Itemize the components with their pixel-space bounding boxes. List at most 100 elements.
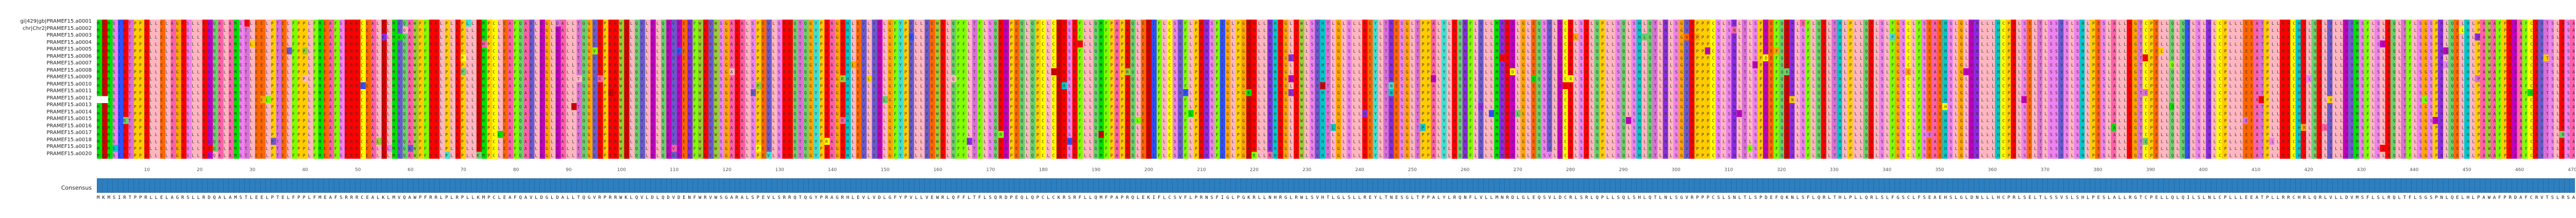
alignment-column bbox=[745, 20, 751, 159]
sequence-name[interactable]: PRAMEF15.a0005 bbox=[46, 46, 92, 52]
alignment-column bbox=[1330, 20, 1336, 159]
alignment-column bbox=[582, 20, 588, 159]
alignment-cell-variant bbox=[1288, 89, 1294, 96]
alignment-cell-variant bbox=[445, 152, 451, 159]
alignment-cell-variant bbox=[1905, 68, 1911, 75]
alignment-cell-variant bbox=[286, 47, 293, 55]
alignment-column bbox=[2047, 20, 2054, 159]
alignment-cell-variant bbox=[265, 96, 272, 103]
sequence-name[interactable]: chr|Chr2|PRAMEF15.a0002 bbox=[22, 25, 92, 31]
alignment-column bbox=[324, 20, 329, 159]
alignment-column bbox=[798, 20, 804, 159]
sequence-name[interactable]: PRAMEF15.a0015 bbox=[46, 116, 92, 122]
sequence-name[interactable]: gi|429|gb|PRAMEF15.a0001 bbox=[20, 19, 92, 24]
sequence-name[interactable]: PRAMEF15.a0019 bbox=[46, 144, 92, 149]
alignment-column bbox=[523, 20, 530, 159]
alignment-column bbox=[1821, 20, 1827, 159]
alignment-column bbox=[461, 20, 466, 159]
alignment-column bbox=[972, 20, 978, 159]
alignment-column bbox=[2475, 20, 2481, 159]
sequence-name[interactable]: PRAMEF15.a0003 bbox=[46, 32, 92, 38]
sequence-name[interactable]: PRAMEF15.a0010 bbox=[46, 81, 92, 87]
alignment-cell-variant bbox=[577, 75, 582, 82]
alignment-cell-variant bbox=[1388, 82, 1394, 89]
alignment-column bbox=[202, 20, 208, 159]
alignment-column bbox=[1457, 20, 1463, 159]
alignment-column bbox=[171, 20, 176, 159]
alignment-column bbox=[2316, 20, 2323, 159]
alignment-column bbox=[2496, 20, 2502, 159]
alignment-column bbox=[1198, 20, 1205, 159]
alignment-column bbox=[2111, 20, 2117, 159]
alignment-column bbox=[2453, 20, 2460, 159]
alignment-column bbox=[1394, 20, 1400, 159]
sequence-name[interactable]: PRAMEF15.a0020 bbox=[46, 150, 92, 157]
alignment-grid[interactable]: MKMSIRTPPRLLELAGRSLLRDQALAMSTLEELPTELFPP… bbox=[97, 20, 2575, 159]
ruler-tick-label: 50 bbox=[354, 167, 361, 173]
alignment-column bbox=[2416, 20, 2422, 159]
sequence-name[interactable]: PRAMEF15.a0008 bbox=[46, 67, 92, 73]
alignment-cell-variant bbox=[2380, 145, 2385, 152]
alignment-cell-variant bbox=[751, 89, 756, 96]
alignment-column bbox=[814, 20, 820, 159]
sequence-name[interactable]: PRAMEF15.a0009 bbox=[46, 74, 92, 80]
alignment-column bbox=[2337, 20, 2344, 159]
ruler-tick-label: 420 bbox=[2304, 167, 2313, 173]
alignment-column bbox=[1789, 20, 1795, 159]
alignment-column bbox=[2321, 20, 2328, 159]
consensus-sequence: MKMSIRTPPRLLELAGRSLLRDQALAMSTLEELPTELFPP… bbox=[97, 195, 2575, 200]
alignment-column bbox=[260, 20, 266, 159]
alignment-column bbox=[2406, 20, 2412, 159]
alignment-column bbox=[555, 20, 561, 159]
alignment-column bbox=[1747, 20, 1753, 159]
alignment-column bbox=[2106, 20, 2111, 159]
sequence-name[interactable]: PRAMEF15.a0016 bbox=[46, 123, 92, 129]
alignment-column bbox=[1726, 20, 1732, 159]
alignment-cell-variant bbox=[376, 138, 382, 145]
alignment-column bbox=[2348, 20, 2354, 159]
alignment-column bbox=[2485, 20, 2491, 159]
alignment-column bbox=[877, 20, 883, 159]
alignment-column bbox=[1219, 20, 1226, 159]
alignment-column bbox=[882, 20, 888, 159]
alignment-column bbox=[1995, 20, 2001, 159]
ruler-tick-label: 320 bbox=[1777, 167, 1786, 173]
alignment-column bbox=[1884, 20, 1890, 159]
sequence-name[interactable]: PRAMEF15.a0013 bbox=[46, 102, 92, 108]
alignment-column bbox=[1547, 20, 1552, 159]
alignment-column bbox=[1014, 20, 1020, 159]
ruler-tick-label: 160 bbox=[933, 167, 942, 173]
alignment-column bbox=[2222, 20, 2227, 159]
alignment-column bbox=[1235, 20, 1242, 159]
alignment-column bbox=[1826, 20, 1832, 159]
sequence-name[interactable]: PRAMEF15.a0014 bbox=[46, 109, 92, 115]
alignment-cell-variant bbox=[730, 68, 735, 75]
ruler-tick-label: 220 bbox=[1249, 167, 1259, 173]
alignment-column bbox=[803, 20, 809, 159]
sequence-name[interactable]: PRAMEF15.a0017 bbox=[46, 130, 92, 136]
alignment-column bbox=[133, 20, 140, 159]
sequence-name[interactable]: PRAMEF15.a0011 bbox=[46, 88, 92, 94]
alignment-column bbox=[2522, 20, 2528, 159]
alignment-column bbox=[1599, 20, 1605, 159]
alignment-column bbox=[1757, 20, 1764, 159]
sequence-name[interactable]: PRAMEF15.a0004 bbox=[46, 39, 92, 45]
sequence-name[interactable]: PRAMEF15.a0006 bbox=[46, 53, 92, 59]
alignment-column bbox=[1004, 20, 1009, 159]
alignment-cell-variant bbox=[2142, 138, 2148, 145]
ruler-tick-label: 100 bbox=[617, 167, 626, 173]
alignment-column bbox=[487, 20, 493, 159]
alignment-column bbox=[2005, 20, 2011, 159]
alignment-column bbox=[413, 20, 419, 159]
alignment-cell-variant bbox=[1499, 54, 1505, 61]
sequence-name[interactable]: PRAMEF15.a0012 bbox=[46, 95, 92, 101]
alignment-column bbox=[1900, 20, 1906, 159]
alignment-column bbox=[719, 20, 725, 159]
alignment-column bbox=[998, 20, 1004, 159]
sequence-name[interactable]: PRAMEF15.a0007 bbox=[46, 60, 92, 66]
alignment-column bbox=[1299, 20, 1304, 159]
alignment-column bbox=[782, 20, 788, 159]
alignment-cell-variant bbox=[1641, 33, 1648, 41]
alignment-column bbox=[545, 20, 551, 159]
sequence-name[interactable]: PRAMEF15.a0018 bbox=[46, 137, 92, 143]
